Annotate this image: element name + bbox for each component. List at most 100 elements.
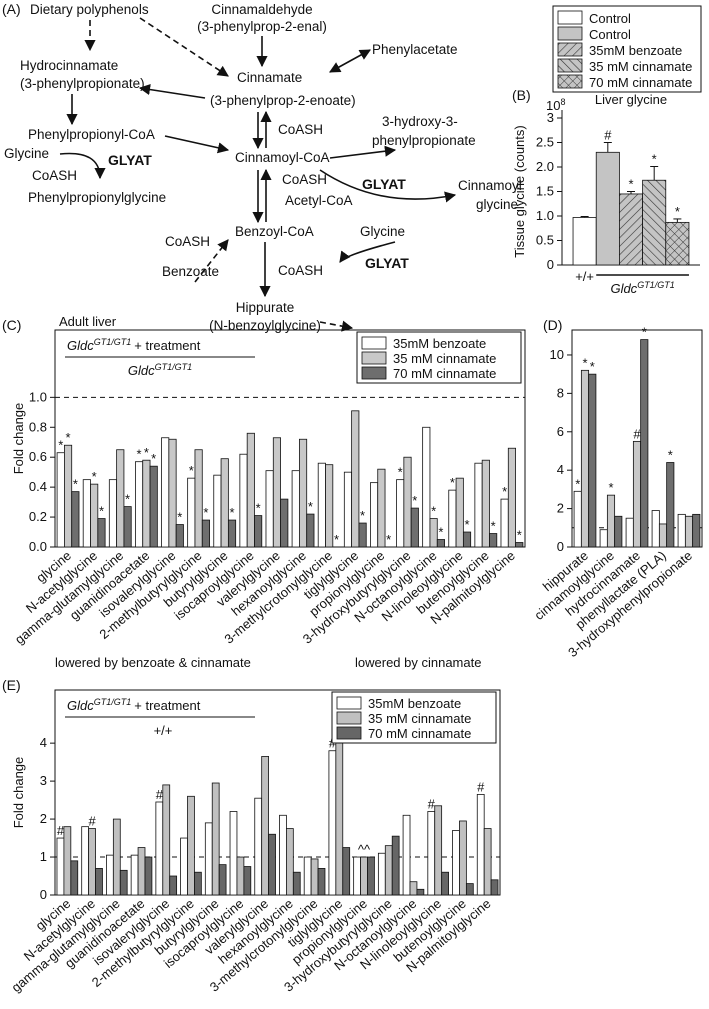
node: Benzoyl-CoA [235, 224, 314, 239]
legend-label: 35 mM cinnamate [393, 351, 496, 366]
bar [360, 856, 368, 896]
bar [239, 453, 248, 548]
significance-mark: * [125, 492, 130, 507]
significance-mark: * [189, 463, 194, 478]
node: CoASH [282, 172, 327, 187]
bar [455, 477, 464, 548]
bar [56, 837, 65, 896]
bar [441, 871, 449, 896]
legend-swatch [336, 711, 362, 725]
bar [403, 456, 412, 548]
legend-swatch [336, 696, 362, 710]
enzyme: GLYAT [362, 176, 406, 192]
bar [599, 529, 608, 548]
bar [402, 814, 411, 896]
y-tick-label: 4 [40, 735, 47, 750]
bar [220, 458, 229, 548]
bar [229, 811, 238, 896]
node: Cinnamoyl-CoA [235, 150, 330, 165]
bar [642, 179, 667, 266]
bar [422, 426, 431, 548]
bar [377, 468, 386, 548]
node: Dietary polyphenols [30, 2, 149, 17]
bar [328, 750, 337, 896]
bar [169, 875, 178, 896]
plot-frame [54, 689, 501, 896]
bar [351, 410, 360, 548]
significance-mark: * [575, 476, 580, 491]
bar [614, 515, 623, 548]
significance-mark: * [608, 480, 613, 495]
legend-label: 35 mM cinnamate [368, 711, 471, 726]
y-tick-label: 1.0 [536, 208, 554, 223]
node: Benzoate [162, 264, 219, 279]
panel-label: (A) [2, 1, 21, 17]
bar [465, 883, 474, 896]
y-tick-label: 0.2 [29, 509, 47, 524]
bar [254, 515, 263, 548]
bar [452, 830, 460, 896]
legend-swatch [557, 26, 583, 41]
bar [291, 470, 300, 548]
node: Cinnamoyl [458, 178, 522, 193]
text-part: Gldc [610, 281, 637, 296]
bar [325, 464, 334, 548]
bar [666, 462, 675, 548]
y-tick-label: 0 [557, 539, 564, 554]
node: (3-phenylprop-2-enoate) [210, 93, 356, 108]
node: Glycine [4, 146, 49, 161]
significance-mark: # [156, 787, 164, 802]
y-tick-label: 0.8 [29, 419, 47, 434]
text-part: GT1/GT1 [94, 337, 132, 347]
bar [194, 871, 202, 896]
text-part: 10 [546, 98, 560, 113]
significance-mark: * [73, 477, 78, 492]
significance-mark: * [144, 445, 149, 460]
bar [298, 438, 308, 548]
bar [218, 864, 227, 896]
legend-note: lowered by cinnamate [355, 655, 481, 670]
bar [279, 814, 287, 896]
legend-swatch [557, 10, 583, 25]
bar [201, 519, 210, 548]
chart-title: Liver glycine [595, 92, 667, 107]
significance-mark: * [92, 469, 97, 484]
bar [459, 820, 467, 896]
arrow [329, 49, 371, 73]
bar [391, 835, 400, 896]
bar [692, 513, 701, 548]
bar [272, 437, 281, 548]
node: phenylpropionate [372, 133, 476, 148]
bar [70, 860, 79, 896]
panel-label: (B) [512, 87, 531, 103]
significance-mark: * [99, 504, 104, 519]
bar [429, 518, 438, 548]
bar [580, 369, 590, 548]
node: Cinnamate [237, 70, 302, 85]
significance-mark: * [360, 508, 365, 523]
bar [187, 795, 195, 896]
bar [187, 477, 196, 548]
significance-mark: * [431, 504, 436, 519]
bar [416, 888, 425, 896]
bar [474, 462, 483, 548]
node: 3-hydroxy-3- [382, 114, 458, 129]
bar [317, 868, 326, 896]
bar [246, 432, 255, 548]
bar [130, 854, 139, 896]
y-axis-label: Fold change [11, 757, 26, 829]
significance-mark: * [58, 438, 63, 453]
legend-swatch [336, 726, 362, 740]
text-part: GT1/GT1 [155, 362, 193, 372]
bar [490, 879, 499, 896]
node: CoASH [278, 122, 323, 137]
bar [261, 756, 269, 896]
group-label: +/+ [575, 269, 594, 284]
significance-mark: * [675, 204, 680, 219]
text-part: + treatment [134, 338, 201, 353]
bar [162, 784, 171, 896]
significance-mark: * [517, 528, 522, 543]
bar [303, 856, 312, 896]
genotype-label: GldcGT1/GT1 + treatment [67, 697, 201, 713]
